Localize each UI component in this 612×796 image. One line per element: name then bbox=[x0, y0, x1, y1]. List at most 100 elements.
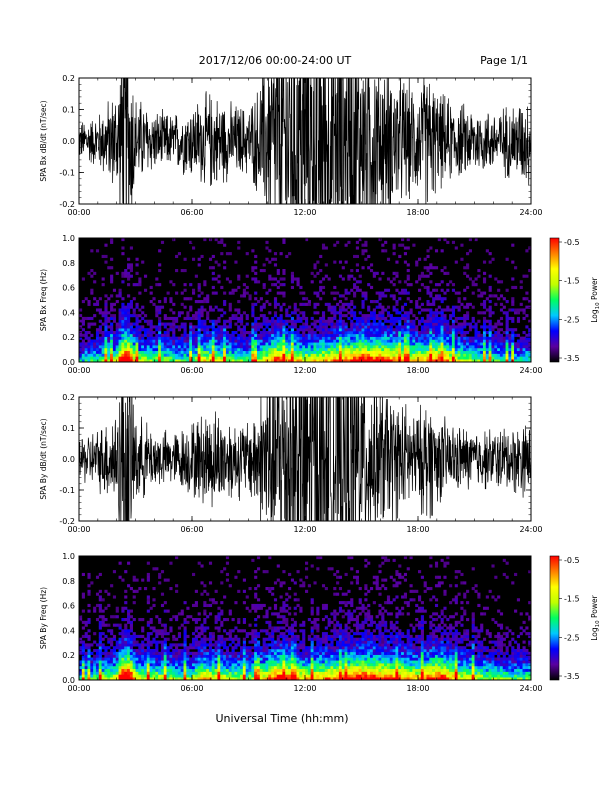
spectrogram-cell bbox=[407, 331, 410, 334]
spectrogram-cell bbox=[104, 666, 107, 669]
spectrogram-cell bbox=[280, 584, 283, 587]
spectrogram-cell bbox=[206, 300, 209, 303]
spectrogram-cell bbox=[373, 323, 376, 326]
y-tick-label: -0.2 bbox=[59, 200, 75, 209]
spectrogram-cell bbox=[438, 342, 441, 345]
spectrogram-cell bbox=[412, 354, 415, 357]
spectrogram-cell bbox=[359, 289, 362, 292]
spectrogram-cell bbox=[268, 275, 271, 278]
spectrogram-cell bbox=[328, 345, 331, 348]
spectrogram-cell bbox=[133, 342, 136, 345]
spectrogram-cell bbox=[486, 348, 489, 351]
spectrogram-cell bbox=[150, 323, 153, 326]
spectrogram-cell bbox=[254, 334, 257, 337]
spectrogram-cell bbox=[215, 351, 218, 354]
spectrogram-cell bbox=[246, 342, 249, 345]
spectrogram-cell bbox=[322, 334, 325, 337]
spectrogram-cell bbox=[390, 331, 393, 334]
spectrogram-cell bbox=[328, 323, 331, 326]
spectrogram-cell bbox=[124, 328, 127, 331]
spectrogram-cell bbox=[475, 323, 478, 326]
spectrogram-cell bbox=[169, 325, 172, 328]
spectrogram-cell bbox=[395, 342, 398, 345]
spectrogram-cell bbox=[333, 292, 336, 295]
spectrogram-cell bbox=[141, 348, 144, 351]
spectrogram-cell bbox=[299, 348, 302, 351]
spectrogram-cell bbox=[395, 331, 398, 334]
spectrogram-cell bbox=[141, 663, 144, 666]
spectrogram-cell bbox=[511, 354, 514, 357]
spectrogram-cell bbox=[119, 626, 122, 629]
spectrogram-cell bbox=[198, 328, 201, 331]
spectrogram-cell bbox=[136, 306, 139, 309]
spectrogram-cell bbox=[421, 339, 424, 342]
spectrogram-cell bbox=[407, 328, 410, 331]
spectrogram-cell bbox=[265, 241, 268, 244]
spectrogram-cell bbox=[189, 306, 192, 309]
spectrogram-cell bbox=[421, 272, 424, 275]
spectrogram-cell bbox=[107, 354, 110, 357]
spectrogram-cell bbox=[523, 348, 526, 351]
spectrogram-cell bbox=[494, 345, 497, 348]
spectrogram-cell bbox=[263, 629, 266, 632]
spectrogram-cell bbox=[223, 663, 226, 666]
spectrogram-cell bbox=[254, 354, 257, 357]
spectrogram-cell bbox=[277, 612, 280, 615]
spectrogram-cell bbox=[155, 334, 158, 337]
spectrogram-cell bbox=[463, 356, 466, 359]
spectrogram-cell bbox=[141, 629, 144, 632]
spectrogram-cell bbox=[113, 356, 116, 359]
spectrogram-cell bbox=[203, 584, 206, 587]
spectrogram-cell bbox=[353, 311, 356, 314]
spectrogram-cell bbox=[421, 342, 424, 345]
spectrogram-cell bbox=[342, 320, 345, 323]
spectrogram-cell bbox=[144, 334, 147, 337]
spectrogram-cell bbox=[150, 669, 153, 672]
spectrogram-cell bbox=[325, 328, 328, 331]
spectrogram-cell bbox=[435, 289, 438, 292]
spectrogram-cell bbox=[449, 325, 452, 328]
spectrogram-cell bbox=[475, 342, 478, 345]
spectrogram-cell bbox=[164, 300, 167, 303]
spectrogram-cell bbox=[401, 342, 404, 345]
spectrogram-cell bbox=[206, 672, 209, 675]
spectrogram-cell bbox=[189, 348, 192, 351]
spectrogram-cell bbox=[124, 641, 127, 644]
spectrogram-cell bbox=[364, 297, 367, 300]
spectrogram-cell bbox=[175, 643, 178, 646]
spectrogram-cell bbox=[184, 351, 187, 354]
spectrogram-cell bbox=[217, 607, 220, 610]
spectrogram-cell bbox=[378, 277, 381, 280]
spectrogram-cell bbox=[268, 356, 271, 359]
spectrogram-cell bbox=[195, 356, 198, 359]
spectrogram-cell bbox=[167, 351, 170, 354]
spectrogram-cell bbox=[104, 348, 107, 351]
spectrogram-cell bbox=[178, 311, 181, 314]
spectrogram-cell bbox=[483, 292, 486, 295]
spectrogram-cell bbox=[200, 356, 203, 359]
spectrogram-cell bbox=[110, 663, 113, 666]
spectrogram-cell bbox=[243, 289, 246, 292]
spectrogram-cell bbox=[480, 311, 483, 314]
spectrogram-cell bbox=[378, 331, 381, 334]
spectrogram-cell bbox=[96, 328, 99, 331]
spectrogram-cell bbox=[285, 334, 288, 337]
spectrogram-cell bbox=[133, 638, 136, 641]
spectrogram-cell bbox=[429, 328, 432, 331]
spectrogram-cell bbox=[319, 320, 322, 323]
spectrogram-cell bbox=[274, 672, 277, 675]
spectrogram-cell bbox=[282, 621, 285, 624]
spectrogram-cell bbox=[268, 666, 271, 669]
spectrogram-cell bbox=[401, 331, 404, 334]
spectrogram-cell bbox=[274, 669, 277, 672]
spectrogram-cell bbox=[356, 263, 359, 266]
spectrogram-cell bbox=[426, 334, 429, 337]
spectrogram-cell bbox=[288, 334, 291, 337]
spectrogram-cell bbox=[133, 660, 136, 663]
spectrogram-cell bbox=[282, 610, 285, 613]
spectrogram-cell bbox=[277, 635, 280, 638]
spectrogram-cell bbox=[169, 297, 172, 300]
spectrogram-cell bbox=[175, 320, 178, 323]
spectrogram-cell bbox=[226, 660, 229, 663]
spectrogram-cell bbox=[232, 289, 235, 292]
